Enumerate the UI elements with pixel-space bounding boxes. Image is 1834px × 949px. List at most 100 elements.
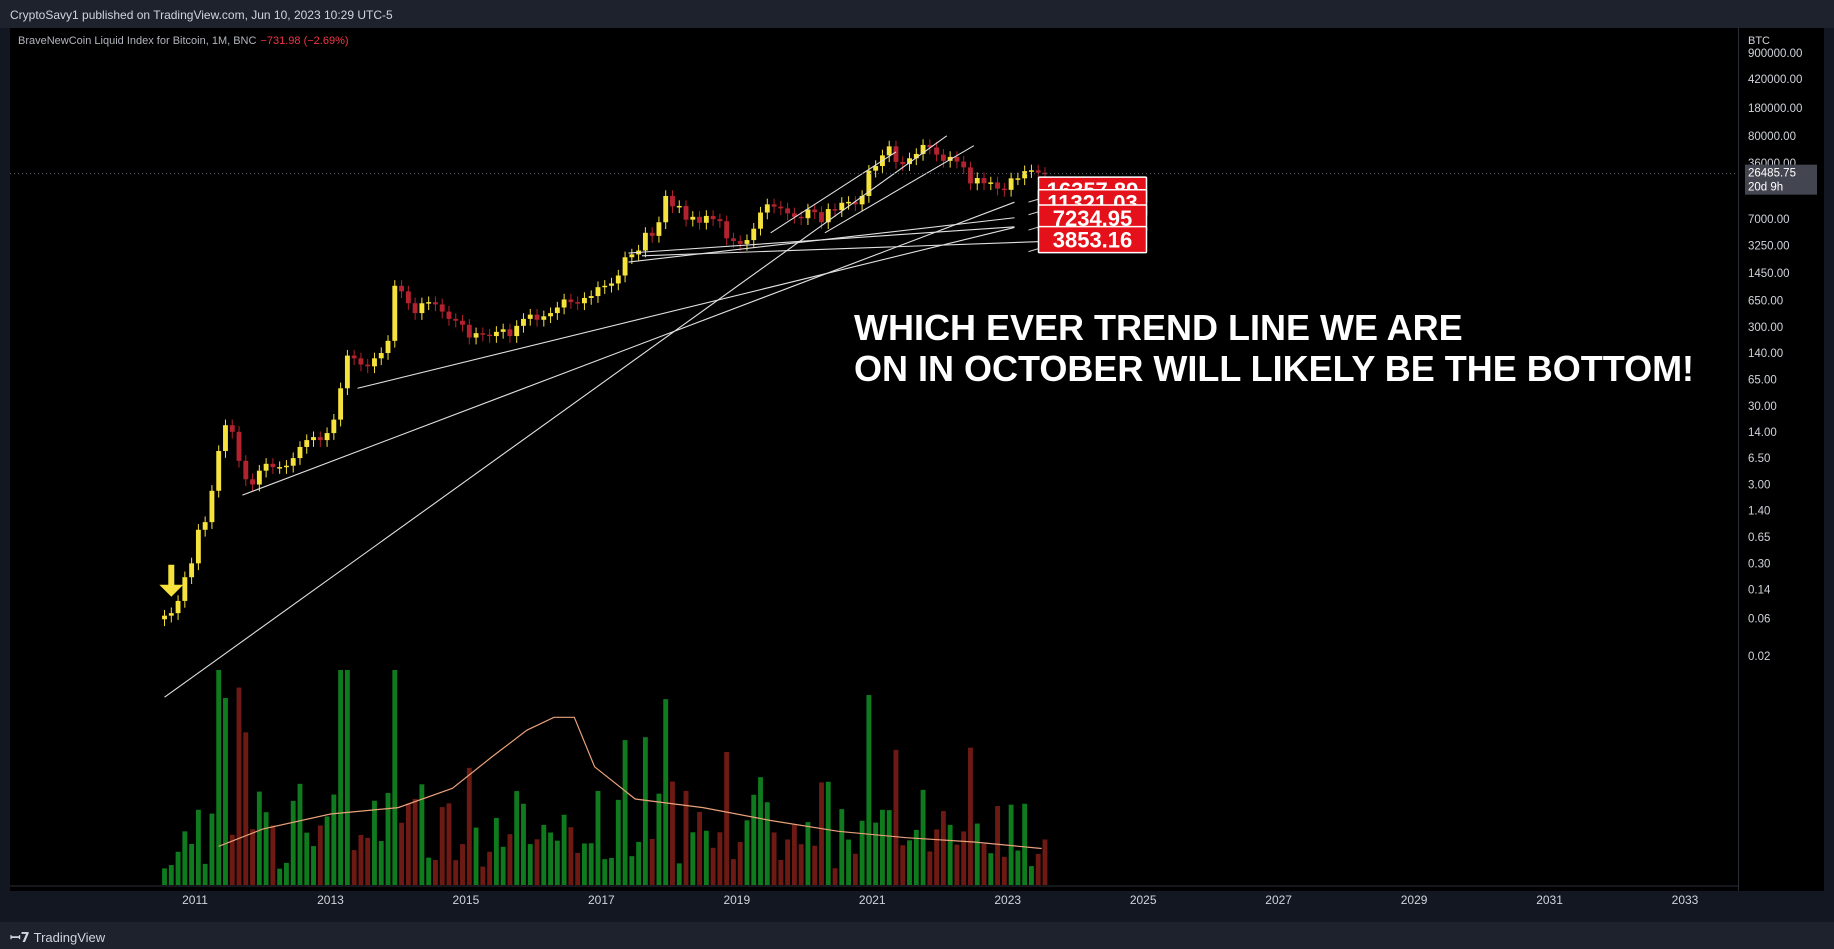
candle-body [724, 221, 730, 239]
trend-line [164, 135, 948, 698]
candle-body [615, 275, 621, 284]
candle-body [270, 463, 276, 468]
volume-bar [446, 803, 452, 885]
volume-bar [900, 845, 906, 885]
candle-body [554, 307, 560, 314]
current-price-tag [1745, 164, 1817, 195]
volume-bar [581, 843, 587, 885]
candle-body [758, 212, 763, 229]
x-axis-tick-label: 2031 [1536, 893, 1563, 907]
candle-body [629, 254, 635, 258]
y-axis-tick-label: 6.50 [1748, 453, 1770, 465]
candle-body [839, 202, 845, 211]
volume-bar [527, 844, 533, 885]
candle-body [277, 467, 283, 469]
price-callout-box [1037, 225, 1148, 254]
candle-body [453, 318, 459, 321]
candle-body [399, 285, 405, 292]
candle-body [663, 195, 669, 223]
trend-line [824, 145, 975, 234]
volume-bar [263, 812, 269, 885]
volume-bar [365, 837, 371, 885]
volume-bar [744, 820, 750, 885]
candle-body [304, 440, 310, 447]
volume-bar [487, 851, 493, 885]
volume-bar [358, 835, 364, 885]
volume-bar [683, 790, 689, 885]
volume-bar [642, 737, 648, 885]
volume-bar [331, 794, 337, 885]
candle-body [385, 340, 391, 354]
candle-body [697, 216, 703, 223]
candle-body [426, 302, 432, 304]
chart-area[interactable] [10, 28, 1738, 891]
volume-bar [629, 856, 635, 885]
candle-body [873, 166, 879, 171]
candle-body [534, 314, 540, 320]
candle-body [351, 355, 357, 359]
candle-body [419, 303, 425, 314]
candle-body [209, 490, 215, 523]
candle-body [974, 178, 980, 184]
candle-body [175, 600, 181, 614]
candle-body [744, 240, 750, 244]
candle-body [832, 209, 838, 211]
candle-body [358, 358, 364, 365]
candle-body [493, 331, 499, 337]
right-gutter [1824, 28, 1834, 891]
y-axis-tick-label: 0.30 [1748, 558, 1770, 570]
volume-bar [886, 810, 892, 885]
trend-line [770, 151, 897, 234]
volume-bar [588, 843, 594, 885]
volume-bar [995, 806, 1001, 885]
candle-body [344, 355, 350, 389]
trend-line [628, 226, 1015, 254]
candle-body [263, 463, 269, 471]
y-axis-tick-label: 14.00 [1748, 427, 1777, 439]
volume-bar [988, 853, 994, 885]
candle-body [1035, 170, 1041, 173]
candle-body [690, 216, 696, 220]
candle-body [622, 257, 628, 276]
footer-brand: TradingView [33, 930, 106, 945]
y-axis-tick-label: 0.02 [1748, 651, 1770, 663]
price-callout-text: 3853.16 [1053, 228, 1133, 253]
candle-body [595, 287, 601, 297]
candle-body [446, 311, 452, 319]
volume-bar [1028, 866, 1034, 885]
candle-body [751, 228, 757, 241]
y-axis-tick-label: 1450.00 [1748, 268, 1790, 280]
symbol-legend[interactable]: BraveNewCoin Liquid Index for Bitcoin, 1… [18, 35, 349, 47]
candle-body [670, 195, 675, 207]
volume-bar [771, 832, 777, 885]
volume-bar [703, 830, 709, 885]
candle-body [1015, 178, 1021, 180]
candle-body [487, 334, 493, 337]
volume-bar [615, 799, 621, 885]
candle-body [791, 213, 797, 217]
volume-bar [311, 846, 316, 885]
volume-bar [392, 670, 398, 885]
y-axis-tick-label: 650.00 [1748, 296, 1783, 308]
candle-body [189, 563, 195, 578]
candle-body [521, 318, 526, 326]
volume-bar [534, 839, 540, 885]
candle-body [1042, 172, 1048, 175]
candle-body [812, 209, 818, 213]
volume-bar [236, 687, 242, 885]
candle-body [412, 303, 418, 314]
x-axis-tick-label: 2027 [1265, 893, 1292, 907]
volume-bar [798, 844, 804, 885]
volume-bar [432, 859, 438, 885]
x-axis-tick-label: 2011 [182, 893, 208, 907]
volume-bar [453, 860, 459, 885]
volume-bar [500, 846, 506, 885]
tradingview-logo[interactable]: ꟷ7 TradingView [10, 928, 105, 946]
y-axis-tick-label: 3.00 [1748, 480, 1770, 492]
volume-bar [575, 852, 581, 885]
candle-body [182, 577, 188, 601]
candle-body [913, 153, 919, 159]
candle-body [256, 470, 262, 485]
volume-bar [697, 811, 703, 885]
